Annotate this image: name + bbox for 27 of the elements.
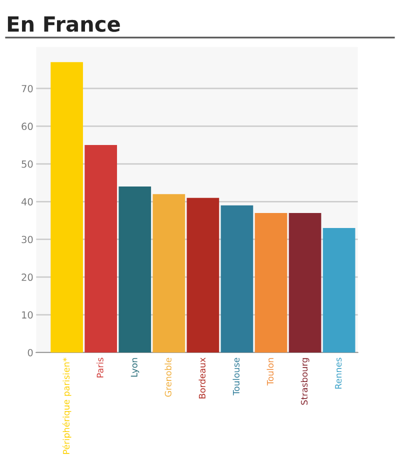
y-tick-label: 50	[22, 160, 33, 168]
y-tick-label: 70	[22, 84, 33, 92]
x-tick-label: Toulon	[266, 358, 274, 386]
bar	[84, 145, 118, 352]
bar	[220, 205, 254, 352]
y-tick-label: 30	[22, 236, 33, 244]
y-tick-label: 20	[22, 274, 33, 281]
y-tick-label: 0	[28, 348, 33, 356]
y-tick-label: 10	[22, 311, 33, 319]
x-tick-label: Lyon	[130, 358, 140, 377]
x-tick-label: Périphérique parisien*	[62, 358, 72, 454]
x-tick-label: Rennes	[335, 358, 342, 389]
x-tick-label: Grenoble	[164, 358, 172, 397]
bar	[288, 212, 322, 352]
y-tick-label: 60	[22, 122, 33, 130]
bar	[322, 228, 356, 352]
bar	[50, 62, 83, 352]
x-tick-label: Strasbourg	[300, 358, 310, 405]
x-tick-label: Bordeaux	[198, 358, 206, 398]
y-tick-label: 40	[22, 198, 33, 206]
bar	[186, 198, 220, 352]
x-tick-label: Paris	[96, 358, 104, 378]
bar	[118, 186, 152, 352]
bar	[152, 194, 186, 352]
bar	[254, 212, 288, 352]
x-tick-label: Toulouse	[232, 358, 240, 396]
chart-title: En France	[8, 16, 120, 32]
